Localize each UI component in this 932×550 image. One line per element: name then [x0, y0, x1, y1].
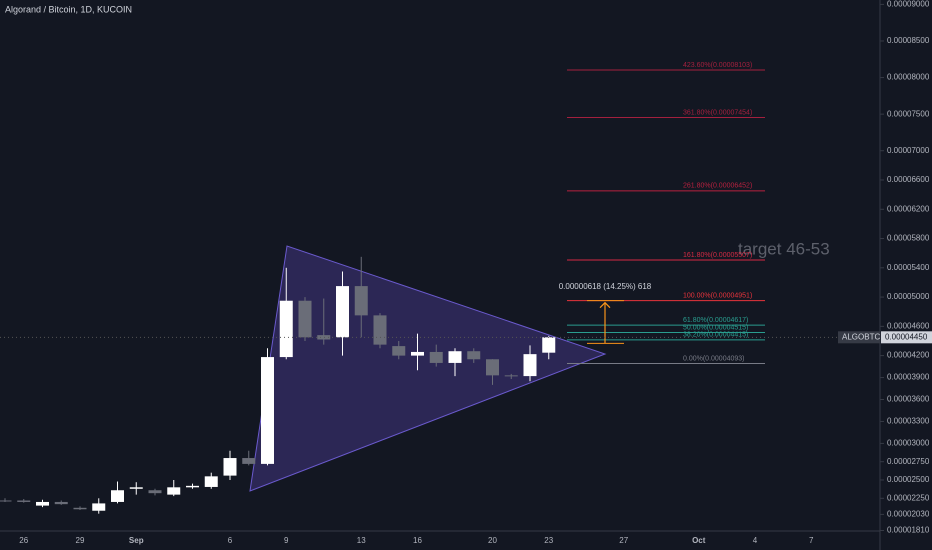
candle-body [17, 500, 31, 502]
y-tick-label: 0.00003300 [887, 417, 930, 426]
candle-body [392, 346, 406, 356]
last-price-tag [881, 331, 932, 344]
y-tick-label: 0.00002750 [887, 457, 930, 466]
x-tick-label: 9 [284, 536, 289, 545]
y-tick-label: 0.00003000 [887, 439, 930, 448]
fib-label: 0.00%(0.00004093) [683, 355, 745, 362]
x-tick-label: 7 [809, 536, 814, 545]
y-tick-label: 0.00005800 [887, 234, 930, 243]
candle-body [523, 354, 537, 377]
x-tick-label: 20 [488, 536, 497, 545]
candle-body [148, 490, 162, 494]
last-price-label: 0.00004450 [885, 332, 928, 341]
candle-body [373, 315, 387, 345]
x-tick-label: 26 [19, 536, 28, 545]
fib-label: 361.80%(0.00007454) [683, 109, 752, 116]
candle-body [336, 286, 349, 338]
y-tick-label: 0.00009000 [887, 0, 930, 8]
candle-body [279, 300, 293, 358]
x-tick-label: 27 [619, 536, 628, 545]
y-tick-label: 0.00007000 [887, 146, 930, 155]
x-tick-label: 23 [544, 536, 553, 545]
candle-body [129, 487, 143, 489]
y-tick-label: 0.00004200 [887, 351, 930, 360]
candle-body [223, 458, 237, 476]
candle-body [54, 501, 68, 505]
candle-body [542, 337, 556, 353]
candle-body [504, 375, 518, 377]
x-tick-label: Oct [692, 536, 706, 545]
x-tick-label: 16 [413, 536, 422, 545]
y-tick-label: 0.00002030 [887, 509, 930, 518]
x-tick-label: 13 [357, 536, 366, 545]
candle-body [242, 458, 256, 464]
fib-label: 161.80%(0.00005507) [683, 252, 752, 259]
y-tick-label: 0.00005400 [887, 263, 930, 272]
fib-label: 100.00%(0.00004951) [683, 293, 752, 300]
fib-label: 50.00%(0.00004515) [683, 324, 748, 331]
y-tick-label: 0.00003900 [887, 373, 930, 382]
y-tick-label: 0.00008000 [887, 73, 930, 82]
candle-body [36, 501, 49, 506]
y-tick-label: 0.00006600 [887, 175, 930, 184]
y-tick-label: 0.00008500 [887, 36, 930, 45]
symbol-tag [838, 331, 880, 344]
chart-title: Algorand / Bitcoin, 1D, KUCOIN [5, 4, 132, 14]
candle-body [0, 500, 12, 502]
candle-body [186, 485, 199, 488]
candle-body [411, 351, 424, 356]
x-tick-label: 6 [228, 536, 233, 545]
candle-body [448, 351, 462, 363]
measure-arrowhead [599, 301, 611, 309]
x-tick-label: 29 [76, 536, 85, 545]
candle-body [298, 300, 312, 338]
y-tick-label: 0.00007500 [887, 109, 930, 118]
fib-label: 261.80%(0.00006452) [683, 183, 752, 190]
candle-body [486, 359, 499, 376]
candle-body [92, 503, 106, 511]
y-tick-label: 0.00003600 [887, 395, 930, 404]
candle-body [111, 490, 124, 502]
candle-body [317, 335, 331, 340]
fib-label: 423.60%(0.00008103) [683, 62, 752, 69]
candle-body [167, 487, 181, 495]
fib-label: 61.80%(0.00004617) [683, 317, 748, 324]
y-tick-label: 0.00001810 [887, 526, 930, 535]
y-tick-label: 0.00005000 [887, 292, 930, 301]
candle-body [429, 351, 443, 363]
candle-body [73, 507, 87, 510]
y-tick-label: 0.00006200 [887, 204, 930, 213]
annotation: target 46-53 [738, 239, 830, 258]
candle-body [204, 476, 218, 487]
candle-body [467, 351, 481, 360]
x-tick-label: Sep [129, 536, 144, 545]
x-tick-label: 4 [753, 536, 758, 545]
y-tick-label: 0.00002250 [887, 493, 930, 502]
symbol-label: ALGOBTC [842, 332, 880, 341]
measure-label: 0.00000618 (14.25%) 618 [559, 282, 652, 291]
y-tick-label: 0.00004600 [887, 321, 930, 330]
fib-label: 38.20%(0.00004415) [683, 332, 748, 339]
candle-body [261, 357, 274, 464]
y-tick-label: 0.00002500 [887, 475, 930, 484]
candle-body [354, 286, 368, 316]
